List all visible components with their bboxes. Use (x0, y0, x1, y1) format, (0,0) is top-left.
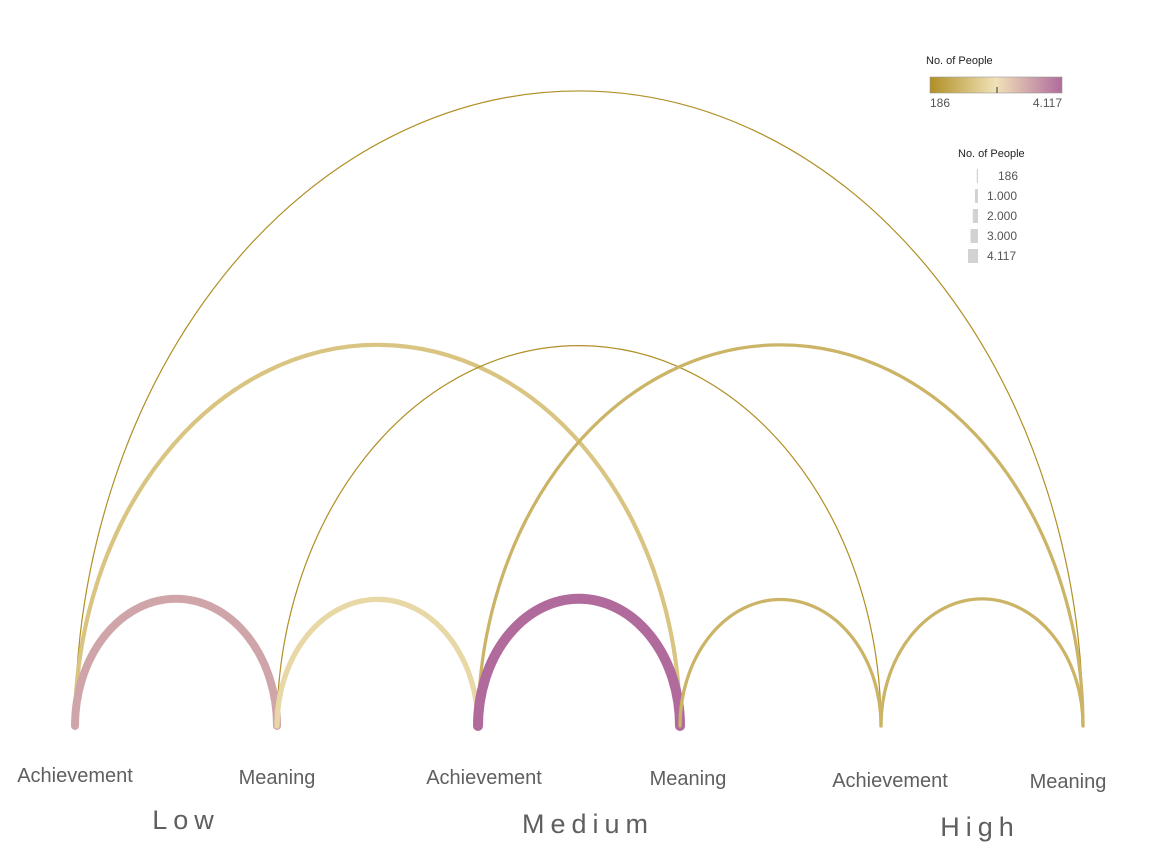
size-legend-label-0: 186 (998, 169, 1018, 183)
arc-link-0-3 (72, 342, 683, 729)
color-legend-title: No. of People (926, 55, 993, 67)
arcs-layer (71, 90, 1085, 731)
size-legend-swatch-4 (968, 249, 978, 263)
node-label-0: Achievement (17, 765, 133, 787)
arc-link-3-4 (678, 597, 883, 728)
arc-link-0-5 (74, 90, 1084, 727)
node-label-5: Meaning (1030, 771, 1107, 793)
color-legend-max: 4.117 (1033, 96, 1062, 110)
size-legend-entries: 186 1.000 2.000 3.000 4.117 (968, 169, 1018, 263)
size-legend: No. of People 186 1.000 2.000 3.000 4.117 (958, 148, 1025, 263)
node-label-3: Meaning (650, 768, 727, 790)
color-legend-min: 186 (930, 96, 950, 110)
size-legend-label-3: 3.000 (987, 229, 1017, 243)
arc-link-2-5 (476, 343, 1085, 728)
arc-link-4-5 (879, 597, 1085, 728)
color-ramp-bar (929, 76, 1063, 94)
arc-link-1-4 (276, 344, 882, 727)
group-label-low: Low (152, 805, 220, 835)
arc-link-0-1 (71, 594, 281, 730)
size-legend-label-4: 4.117 (987, 249, 1016, 263)
size-legend-swatch-3 (970, 229, 978, 243)
arc-link-1-2 (274, 596, 481, 729)
size-legend-swatch-0 (976, 169, 978, 183)
size-legend-label-1: 1.000 (987, 189, 1017, 203)
node-label-2: Achievement (426, 767, 542, 789)
group-label-high: High (940, 812, 1020, 842)
group-labels: Low Medium High (152, 805, 1020, 842)
size-legend-swatch-2 (972, 209, 978, 223)
arc-link-2-3 (473, 593, 685, 731)
node-label-4: Achievement (832, 770, 948, 792)
node-label-1: Meaning (239, 767, 316, 789)
size-legend-label-2: 2.000 (987, 209, 1017, 223)
size-legend-title: No. of People (958, 148, 1025, 160)
color-legend: No. of People 186 4.117 (926, 55, 1062, 110)
size-legend-swatch-1 (974, 189, 978, 203)
node-labels: Achievement Meaning Achievement Meaning Achi… (17, 765, 1106, 793)
group-label-medium: Medium (522, 809, 654, 839)
